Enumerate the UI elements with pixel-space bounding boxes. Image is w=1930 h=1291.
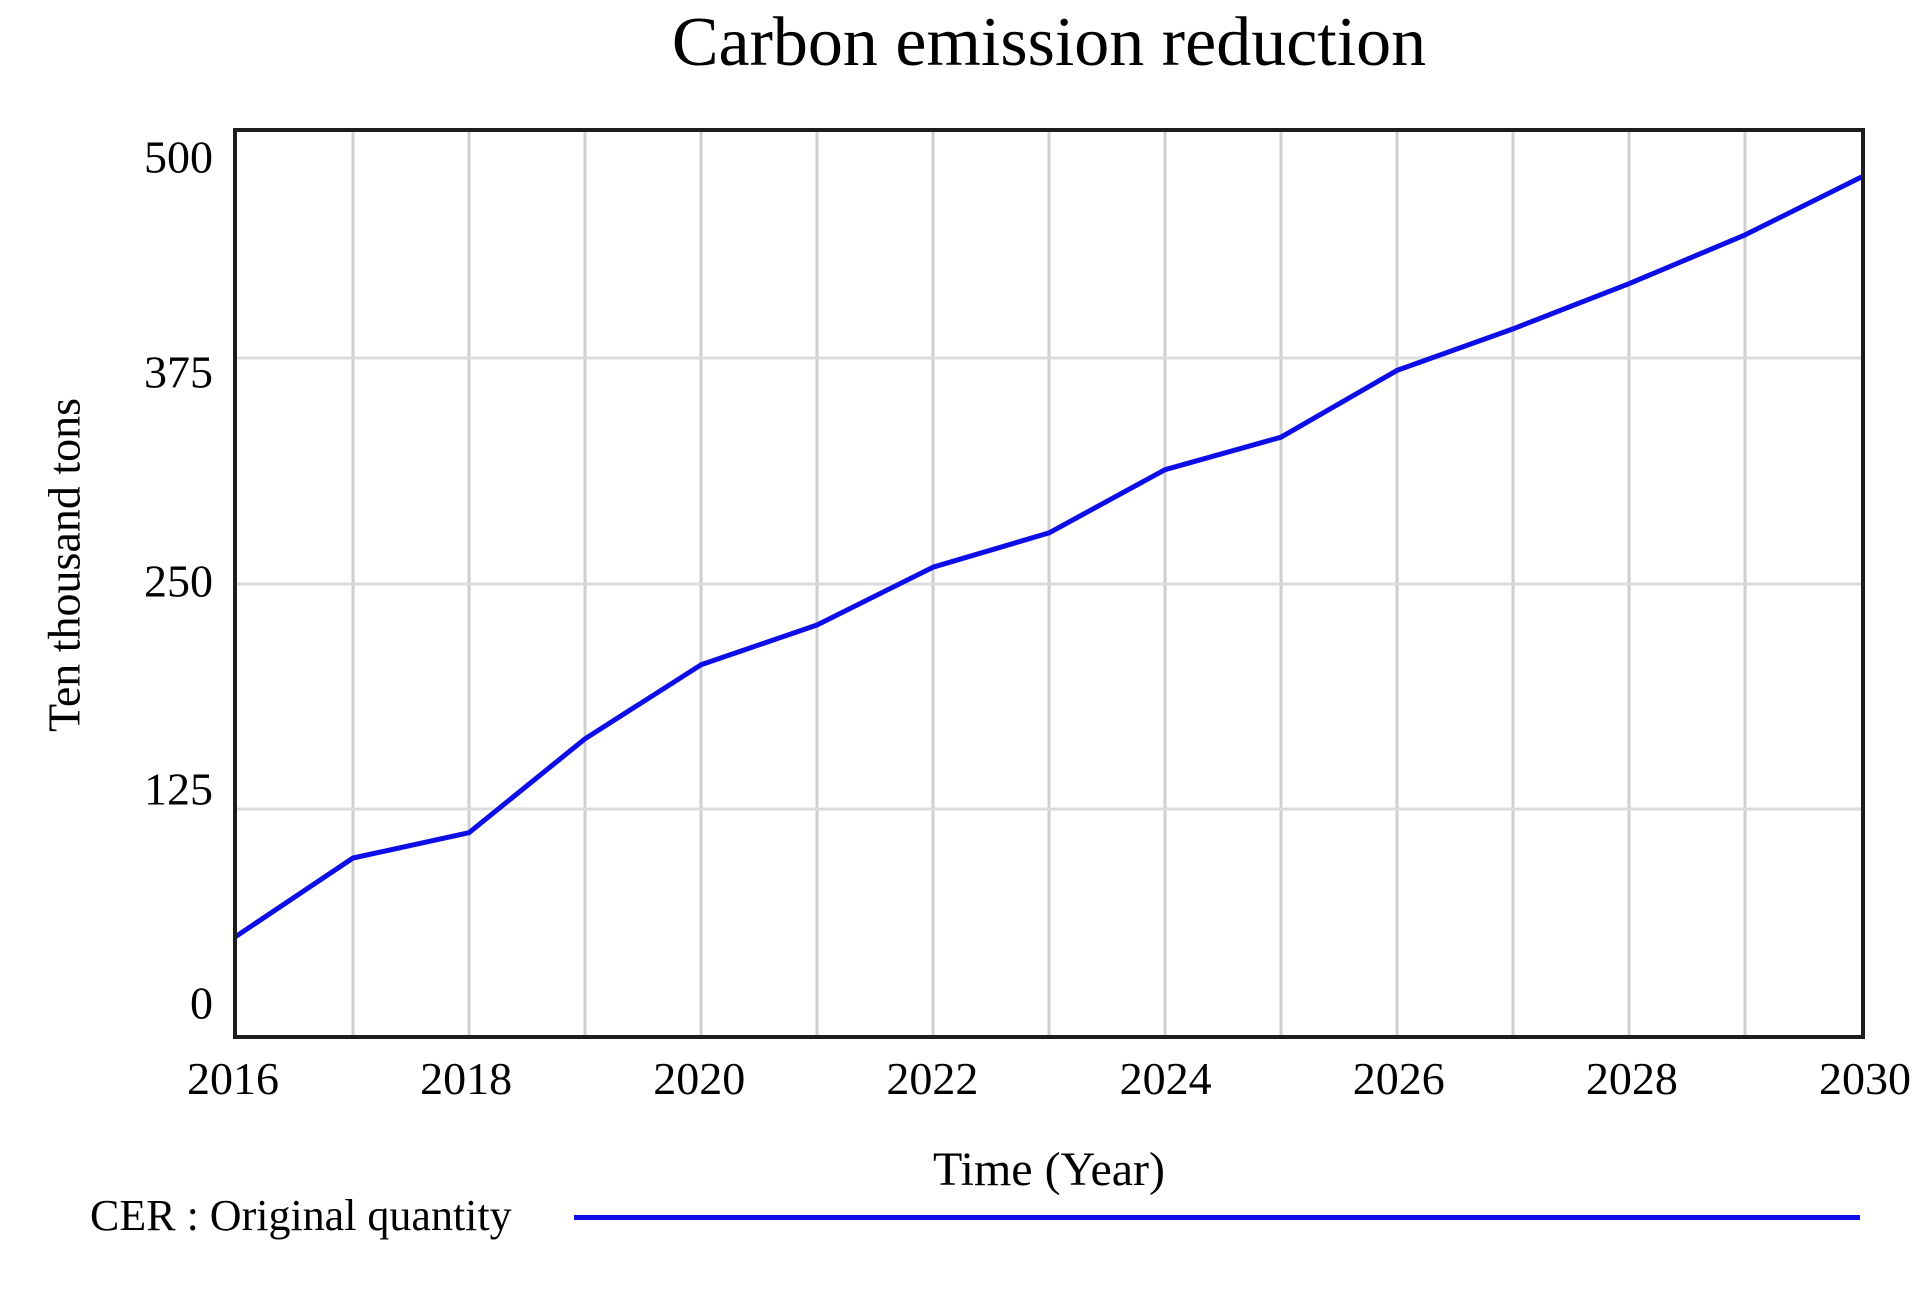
y-tick-500: 500 xyxy=(144,131,213,183)
y-tick-125: 125 xyxy=(144,763,213,815)
x-tick-2018: 2018 xyxy=(420,1053,513,1104)
legend: CER : Original quantity xyxy=(90,1190,1860,1241)
x-tick-2022: 2022 xyxy=(886,1053,979,1104)
horizontal-gridline xyxy=(237,807,1861,811)
x-tick-2028: 2028 xyxy=(1585,1053,1678,1104)
y-tick-250: 250 xyxy=(144,555,213,607)
legend-line-swatch xyxy=(573,1215,1860,1220)
data-line xyxy=(237,174,1861,939)
x-tick-2024: 2024 xyxy=(1119,1053,1212,1104)
y-tick-labels: 500 375 250 125 0 xyxy=(0,128,213,1039)
x-tick-2016: 2016 xyxy=(187,1053,279,1104)
horizontal-gridline xyxy=(237,582,1861,585)
y-axis-title: Ten thousand tons xyxy=(38,397,90,733)
x-axis-title: Time (Year) xyxy=(932,1143,1166,1196)
x-tick-2026: 2026 xyxy=(1352,1053,1445,1104)
chart-title: Carbon emission reduction xyxy=(671,4,1427,81)
horizontal-gridline xyxy=(237,356,1861,360)
data-line-layer xyxy=(237,174,1861,939)
plot-area xyxy=(233,128,1865,1039)
x-tick-2030: 2030 xyxy=(1819,1053,1911,1104)
x-tick-labels: 2016 2018 2020 2022 2024 2026 2028 2030 xyxy=(187,1052,1911,1112)
y-tick-0: 0 xyxy=(190,977,213,1029)
y-tick-375: 375 xyxy=(144,346,213,398)
legend-series-label: CER : Original quantity xyxy=(90,1191,512,1240)
x-tick-2020: 2020 xyxy=(653,1053,746,1104)
